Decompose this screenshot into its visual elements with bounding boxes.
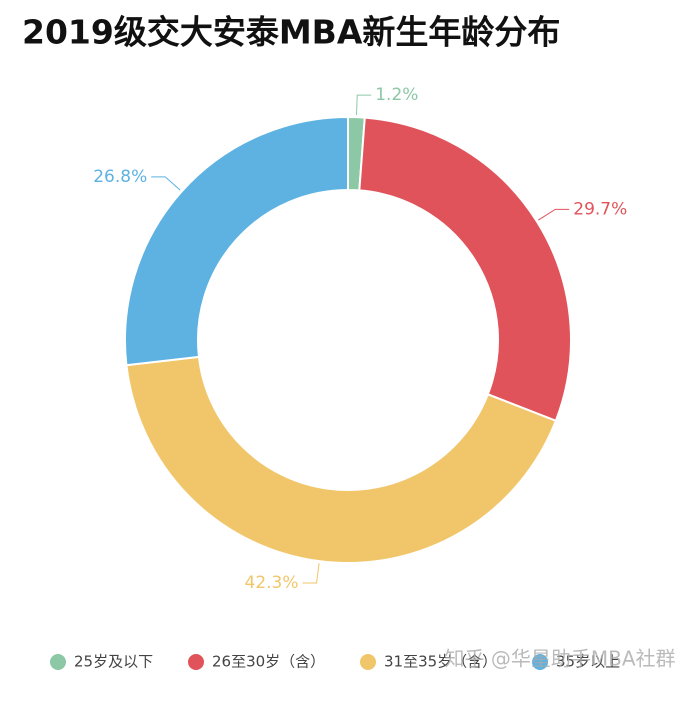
- data-label: 1.2%: [375, 85, 418, 105]
- donut-slice: [124, 115, 349, 367]
- leader-line: [538, 208, 570, 221]
- legend-label: 26至30岁（含）: [212, 653, 325, 671]
- plot: 1.2% 29.7% 42.3% 26.8% 25岁及以下 26至30岁（含） 31至35岁…: [50, 85, 627, 671]
- leader-line: [355, 94, 372, 116]
- legend-label: 31至35岁（含）: [384, 653, 497, 671]
- donut-slice: [125, 355, 558, 564]
- chart-title: 2019级交大安泰MBA新生年龄分布: [22, 13, 560, 52]
- legend-marker: [360, 654, 376, 670]
- watermark: 知乎 @华星助手MBA社群: [444, 647, 675, 671]
- leader-line: [151, 176, 181, 191]
- legend-marker: [532, 654, 548, 670]
- legend-marker: [188, 654, 204, 670]
- data-label: 26.8%: [93, 167, 147, 187]
- legend-label: 35岁以上: [556, 653, 620, 671]
- data-label: 42.3%: [245, 573, 299, 593]
- data-label: 29.7%: [573, 199, 627, 219]
- leader-line: [302, 563, 320, 584]
- donut-slice: [358, 116, 572, 423]
- legend-label: 25岁及以下: [74, 653, 153, 671]
- legend-marker: [50, 654, 66, 670]
